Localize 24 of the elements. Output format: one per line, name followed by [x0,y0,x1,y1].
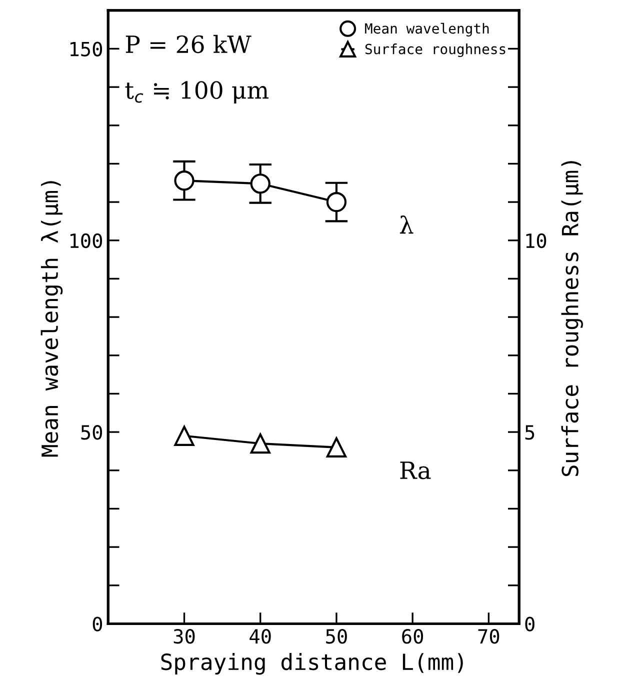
annotation: t$_{c}$ ≒ 100 μm [125,81,268,104]
y2-tick-label: 0 [525,616,534,632]
x-tick-label: 40 [250,629,271,644]
y-tick-label: 50 [81,425,102,440]
x-axis-title: Spraying distance L(mm) [161,653,463,675]
y-tick-label: 100 [70,233,102,248]
x-tick-label: 70 [478,629,500,644]
legend-label: Mean wavelength [365,22,489,37]
x-tick-label: 30 [174,629,195,644]
y-axis-title: Mean wavelength λ(μm) [40,181,63,457]
point [250,433,270,454]
x-tick-label: 60 [402,629,424,644]
x-tick-label: 50 [326,629,347,644]
point [174,426,194,446]
annotation: Ra [400,462,431,480]
y2-tick-label: 10 [526,233,546,248]
y2-tick-label: 5 [525,425,534,440]
annotation: P = 26 kW [126,34,252,54]
legend-label: Surface roughness [365,44,506,58]
y-tick-label: 150 [70,42,102,56]
point [326,437,347,458]
y2-axis-title: Surface roughness Ra(μm) [561,161,583,476]
annotation: λ [400,216,414,234]
y-tick-label: 0 [92,616,102,632]
